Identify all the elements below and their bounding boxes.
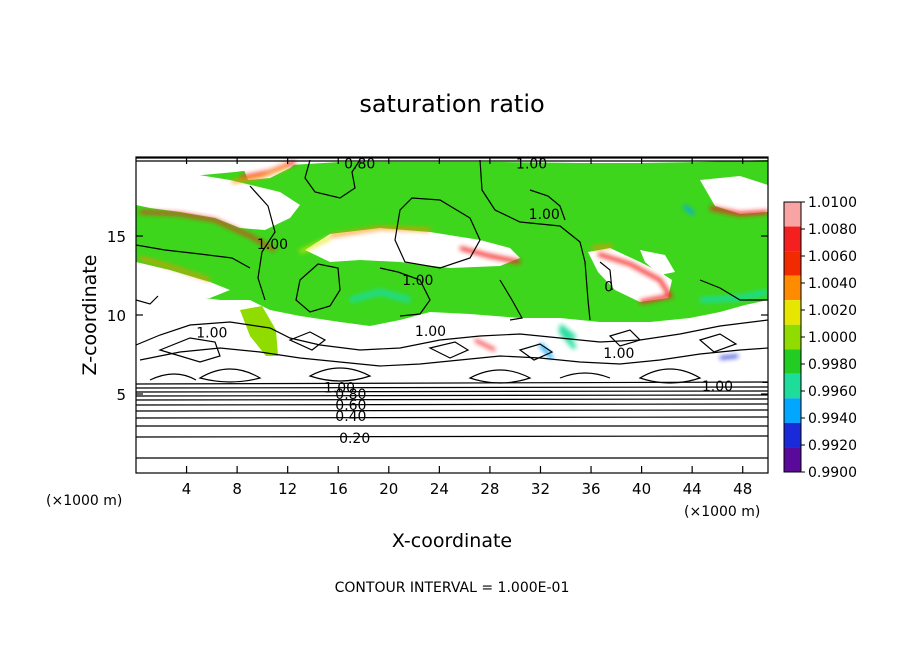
x-unit-label: (×1000 m) bbox=[684, 504, 760, 520]
colorbar-label: 0.9980 bbox=[808, 357, 857, 373]
colorbar: 1.0100 1.0080 1.0060 1.0040 1.0020 1.0000 0.99… bbox=[783, 195, 857, 481]
top-boundary-lines bbox=[136, 157, 768, 162]
contour-label: 1.00 bbox=[402, 273, 433, 289]
colorbar-label: 1.0020 bbox=[808, 303, 857, 319]
colorbar-swatch bbox=[784, 349, 801, 374]
contour-label: 1.00 bbox=[257, 237, 288, 253]
x-axis-ticks: 4 8 12 16 20 24 28 32 36 40 44 48 bbox=[182, 157, 752, 498]
colorbar-swatch bbox=[784, 422, 801, 448]
field-white-hole-right2 bbox=[640, 250, 675, 275]
x-tick-label: 24 bbox=[430, 480, 449, 498]
contour-label: 1.00 bbox=[702, 379, 733, 395]
field-white-hole-right bbox=[588, 248, 672, 302]
x-tick-label: 48 bbox=[733, 480, 752, 498]
contour-label: 0.20 bbox=[339, 431, 370, 447]
y-axis-label: Z-coordinate bbox=[79, 255, 101, 376]
colorbar-swatch bbox=[784, 300, 801, 325]
contour-label: 1.00 bbox=[324, 381, 355, 397]
colorbar-swatch bbox=[784, 202, 801, 227]
field-white-hole-left bbox=[136, 170, 300, 230]
contour-label: 0 bbox=[604, 280, 613, 296]
colorbar-swatch bbox=[784, 226, 801, 252]
contour-label: 1.00 bbox=[529, 207, 560, 223]
x-tick-label: 20 bbox=[379, 480, 398, 498]
colorbar-label: 0.9900 bbox=[808, 465, 857, 481]
contour-label: 0.40 bbox=[335, 409, 366, 425]
y-axis-ticks: 5 10 15 bbox=[107, 228, 768, 404]
x-tick-label: 36 bbox=[581, 480, 600, 498]
colorbar-label: 1.0040 bbox=[808, 276, 857, 292]
contour-label: 1.00 bbox=[603, 346, 634, 362]
x-tick-label: 44 bbox=[683, 480, 702, 498]
chart-title: saturation ratio bbox=[359, 90, 544, 118]
colorbar-swatch bbox=[784, 398, 801, 423]
colorbar-swatch bbox=[784, 373, 801, 399]
colorbar-swatch bbox=[784, 324, 801, 350]
x-tick-label: 8 bbox=[232, 480, 242, 498]
y-tick-label: 10 bbox=[107, 307, 126, 325]
contour-interval-label: CONTOUR INTERVAL = 1.000E-01 bbox=[335, 580, 570, 596]
contour-label: 1.00 bbox=[516, 156, 547, 172]
x-tick-label: 40 bbox=[632, 480, 651, 498]
x-tick-label: 16 bbox=[329, 480, 348, 498]
contour-label-layer: 0.80 1.001.001.001.00 01.00 1.001.001.001.0… bbox=[196, 156, 733, 447]
x-tick-label: 32 bbox=[531, 480, 550, 498]
colorbar-label: 0.9920 bbox=[808, 438, 857, 454]
contour-label: 0.80 bbox=[344, 156, 375, 172]
y-tick-label: 5 bbox=[116, 386, 126, 404]
field-white-hole-center bbox=[305, 228, 520, 268]
field-white-hole-lower-left bbox=[136, 262, 230, 304]
z-unit-label: (×1000 m) bbox=[46, 493, 122, 509]
x-axis-label: X-coordinate bbox=[392, 530, 512, 552]
y-tick-label: 15 bbox=[107, 228, 126, 246]
x-tick-label: 28 bbox=[480, 480, 499, 498]
colorbar-label: 1.0060 bbox=[808, 249, 857, 265]
field-white-hole-topright bbox=[700, 176, 768, 214]
x-tick-label: 12 bbox=[278, 480, 297, 498]
contour-label: 1.00 bbox=[415, 324, 446, 340]
colorbar-label: 0.9960 bbox=[808, 384, 857, 400]
contour-label: 0.60 bbox=[335, 398, 366, 414]
contour-label: 1.00 bbox=[196, 325, 227, 341]
colorbar-swatch bbox=[784, 275, 801, 301]
colorbar-label: 1.0100 bbox=[808, 195, 857, 211]
plot-area: 0.80 1.001.001.001.00 01.00 1.001.001.001.0… bbox=[136, 156, 768, 473]
field-yellow-patch bbox=[240, 306, 278, 356]
colorbar-label: 1.0000 bbox=[808, 330, 857, 346]
x-tick-label: 4 bbox=[182, 480, 192, 498]
colorbar-swatch bbox=[784, 447, 801, 472]
contour-label: 0.80 bbox=[335, 387, 366, 403]
colorbar-swatch bbox=[784, 251, 801, 276]
colorbar-label: 1.0080 bbox=[808, 222, 857, 238]
contour-lines bbox=[136, 159, 768, 459]
colorbar-label: 0.9940 bbox=[808, 411, 857, 427]
